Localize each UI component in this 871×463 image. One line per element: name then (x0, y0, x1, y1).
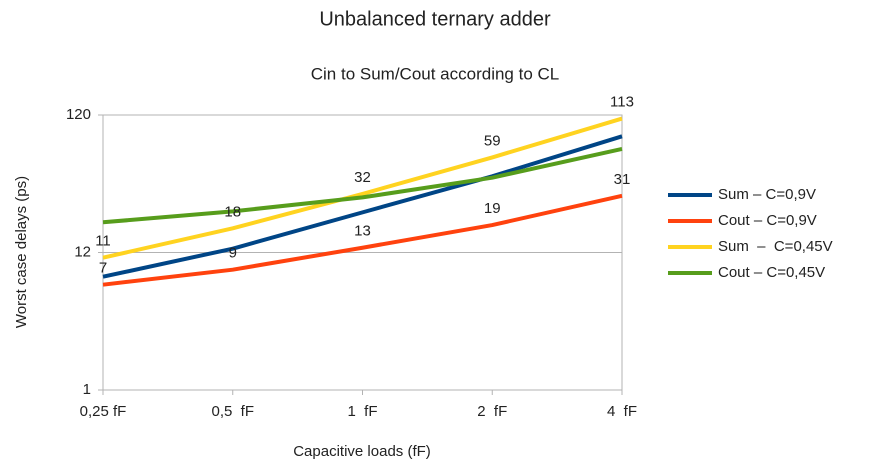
data-label: 7 (99, 260, 107, 277)
data-label: 11 (95, 233, 111, 250)
data-label: 13 (354, 223, 371, 240)
x-tick-label: 2 fF (477, 403, 507, 420)
legend-label: Cout – C=0,9V (718, 212, 817, 229)
data-label: 31 (614, 171, 631, 188)
legend-label: Sum – C=0,45V (718, 238, 833, 255)
series-line (102, 193, 623, 287)
x-tick-label: 0,25 fF (80, 403, 127, 420)
data-label: 18 (224, 203, 241, 220)
data-label: 113 (610, 94, 634, 111)
chart-subtitle: Cin to Sum/Cout according to CL (311, 64, 560, 83)
chart-title: Unbalanced ternary adder (319, 8, 551, 30)
x-tick-label: 1 fF (347, 403, 377, 420)
data-label: 59 (484, 132, 501, 149)
data-label: 9 (229, 245, 237, 262)
legend-label: Cout – C=0,45V (718, 264, 825, 281)
y-tick-label: 12 (74, 243, 91, 260)
y-axis-label: Worst case delays (ps) (13, 176, 30, 328)
series-line (102, 116, 623, 260)
x-tick-label: 4 fF (607, 403, 637, 420)
data-label: 19 (484, 200, 501, 217)
data-label: 32 (354, 169, 371, 186)
series-line (102, 146, 623, 225)
x-tick-label: 0,5 fF (211, 403, 254, 420)
y-tick-label: 120 (66, 106, 91, 123)
legend-label: Sum – C=0,9V (718, 186, 816, 203)
y-tick-label: 1 (83, 381, 91, 398)
series-line (102, 134, 623, 279)
x-axis-label: Capacitive loads (fF) (293, 443, 431, 460)
